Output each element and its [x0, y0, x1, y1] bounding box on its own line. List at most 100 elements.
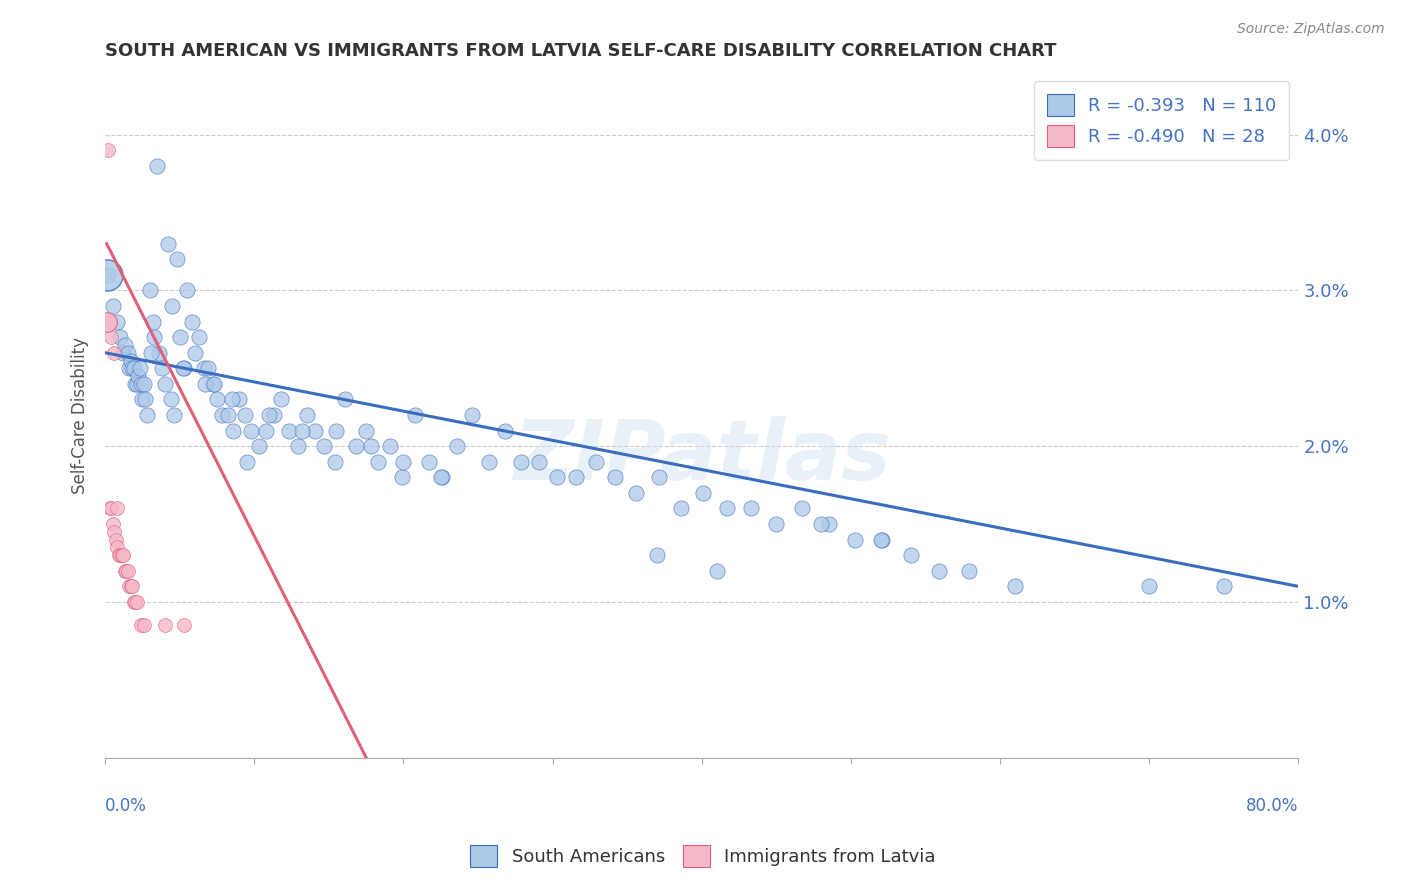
Point [103, 345, 125, 359]
Point [647, 470, 669, 484]
Point [124, 376, 146, 391]
Point [163, 408, 186, 422]
Point [121, 361, 143, 376]
Text: 80.0%: 80.0% [1246, 797, 1298, 814]
Point [193, 361, 215, 376]
Point [817, 517, 839, 532]
Point [132, 376, 155, 391]
Point [928, 564, 950, 578]
Point [100, 501, 122, 516]
Point [716, 501, 738, 516]
Text: Source: ZipAtlas.com: Source: ZipAtlas.com [1237, 22, 1385, 37]
Point [98, 315, 121, 329]
Point [146, 159, 169, 173]
Point [148, 345, 170, 359]
Point [446, 439, 468, 453]
Point [295, 408, 318, 422]
Point [98, 501, 121, 516]
Point [122, 361, 145, 376]
Point [221, 392, 243, 407]
Point [136, 408, 159, 422]
Point [461, 408, 484, 422]
Point [510, 455, 533, 469]
Point [105, 541, 128, 555]
Point [740, 501, 762, 516]
Point [254, 424, 277, 438]
Point [344, 439, 367, 453]
Text: ZIPatlas: ZIPatlas [513, 416, 891, 497]
Point [765, 517, 787, 532]
Point [323, 455, 346, 469]
Point [201, 376, 224, 391]
Point [291, 424, 314, 438]
Point [367, 455, 389, 469]
Point [240, 424, 263, 438]
Point [270, 392, 292, 407]
Point [115, 564, 138, 578]
Point [900, 548, 922, 562]
Point [360, 439, 382, 453]
Point [391, 470, 413, 484]
Point [131, 392, 153, 407]
Point [546, 470, 568, 484]
Point [120, 353, 142, 368]
Point [247, 439, 270, 453]
Point [1004, 579, 1026, 593]
Point [117, 345, 139, 359]
Point [605, 470, 627, 484]
Point [287, 439, 309, 453]
Point [706, 564, 728, 578]
Point [222, 424, 245, 438]
Point [114, 564, 136, 578]
Point [235, 408, 257, 422]
Point [112, 548, 135, 562]
Point [205, 392, 228, 407]
Point [132, 618, 155, 632]
Point [354, 424, 377, 438]
Point [585, 455, 607, 469]
Point [1212, 579, 1234, 593]
Point [129, 376, 152, 391]
Point [114, 338, 136, 352]
Point [263, 408, 285, 422]
Point [108, 330, 131, 344]
Point [325, 424, 347, 438]
Point [172, 361, 194, 376]
Point [173, 618, 195, 632]
Point [153, 376, 176, 391]
Point [143, 330, 166, 344]
Point [97, 143, 120, 157]
Point [150, 361, 173, 376]
Point [645, 548, 668, 562]
Point [869, 533, 891, 547]
Point [166, 252, 188, 267]
Point [418, 455, 440, 469]
Point [335, 392, 357, 407]
Point [129, 618, 152, 632]
Point [120, 579, 142, 593]
Point [217, 408, 239, 422]
Point [96, 268, 118, 282]
Point [188, 330, 211, 344]
Point [870, 533, 893, 547]
Point [477, 455, 499, 469]
Point [844, 533, 866, 547]
Point [118, 361, 141, 376]
Point [117, 564, 139, 578]
Point [277, 424, 299, 438]
Point [134, 392, 156, 407]
Text: 0.0%: 0.0% [105, 797, 148, 814]
Text: SOUTH AMERICAN VS IMMIGRANTS FROM LATVIA SELF-CARE DISABILITY CORRELATION CHART: SOUTH AMERICAN VS IMMIGRANTS FROM LATVIA… [105, 42, 1057, 60]
Point [565, 470, 588, 484]
Point [112, 345, 135, 359]
Point [118, 579, 141, 593]
Point [105, 501, 128, 516]
Point [128, 361, 150, 376]
Point [194, 376, 217, 391]
Point [96, 315, 118, 329]
Point [211, 408, 233, 422]
Point [101, 517, 124, 532]
Point [624, 486, 647, 500]
Point [432, 470, 454, 484]
Point [127, 369, 149, 384]
